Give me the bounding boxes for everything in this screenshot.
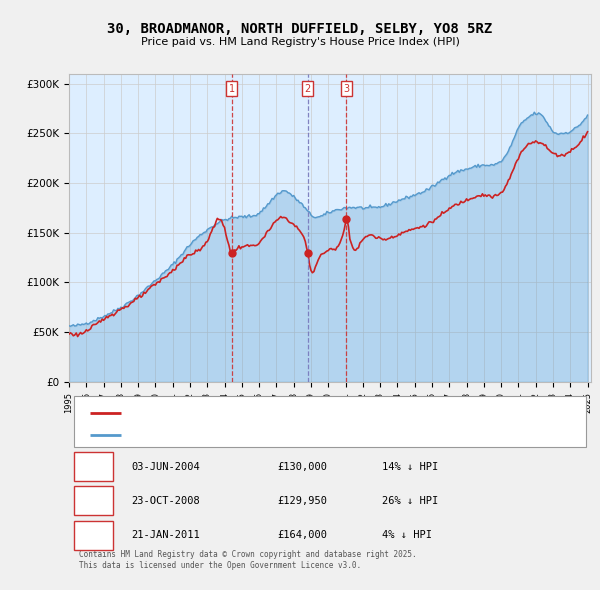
Text: Price paid vs. HM Land Registry's House Price Index (HPI): Price paid vs. HM Land Registry's House … — [140, 37, 460, 47]
Text: 30, BROADMANOR, NORTH DUFFIELD, SELBY, YO8 5RZ (semi-detached house): 30, BROADMANOR, NORTH DUFFIELD, SELBY, Y… — [131, 408, 484, 418]
Text: 1: 1 — [90, 461, 97, 471]
Text: 26% ↓ HPI: 26% ↓ HPI — [382, 496, 439, 506]
Text: 2: 2 — [305, 84, 311, 94]
Text: 03-JUN-2004: 03-JUN-2004 — [131, 461, 200, 471]
Text: 1: 1 — [229, 84, 235, 94]
Text: 21-JAN-2011: 21-JAN-2011 — [131, 530, 200, 540]
Text: £164,000: £164,000 — [278, 530, 328, 540]
FancyBboxPatch shape — [74, 521, 113, 550]
Text: 30, BROADMANOR, NORTH DUFFIELD, SELBY, YO8 5RZ: 30, BROADMANOR, NORTH DUFFIELD, SELBY, Y… — [107, 22, 493, 37]
Text: 3: 3 — [343, 84, 349, 94]
Text: Contains HM Land Registry data © Crown copyright and database right 2025.
This d: Contains HM Land Registry data © Crown c… — [79, 550, 417, 570]
Text: 23-OCT-2008: 23-OCT-2008 — [131, 496, 200, 506]
Text: 2: 2 — [90, 496, 97, 506]
Text: HPI: Average price, semi-detached house, North Yorkshire: HPI: Average price, semi-detached house,… — [131, 430, 393, 440]
Text: 3: 3 — [90, 530, 97, 540]
FancyBboxPatch shape — [74, 396, 586, 447]
FancyBboxPatch shape — [74, 487, 113, 516]
Text: 14% ↓ HPI: 14% ↓ HPI — [382, 461, 439, 471]
Text: £130,000: £130,000 — [278, 461, 328, 471]
Text: 4% ↓ HPI: 4% ↓ HPI — [382, 530, 432, 540]
Text: £129,950: £129,950 — [278, 496, 328, 506]
FancyBboxPatch shape — [74, 452, 113, 481]
